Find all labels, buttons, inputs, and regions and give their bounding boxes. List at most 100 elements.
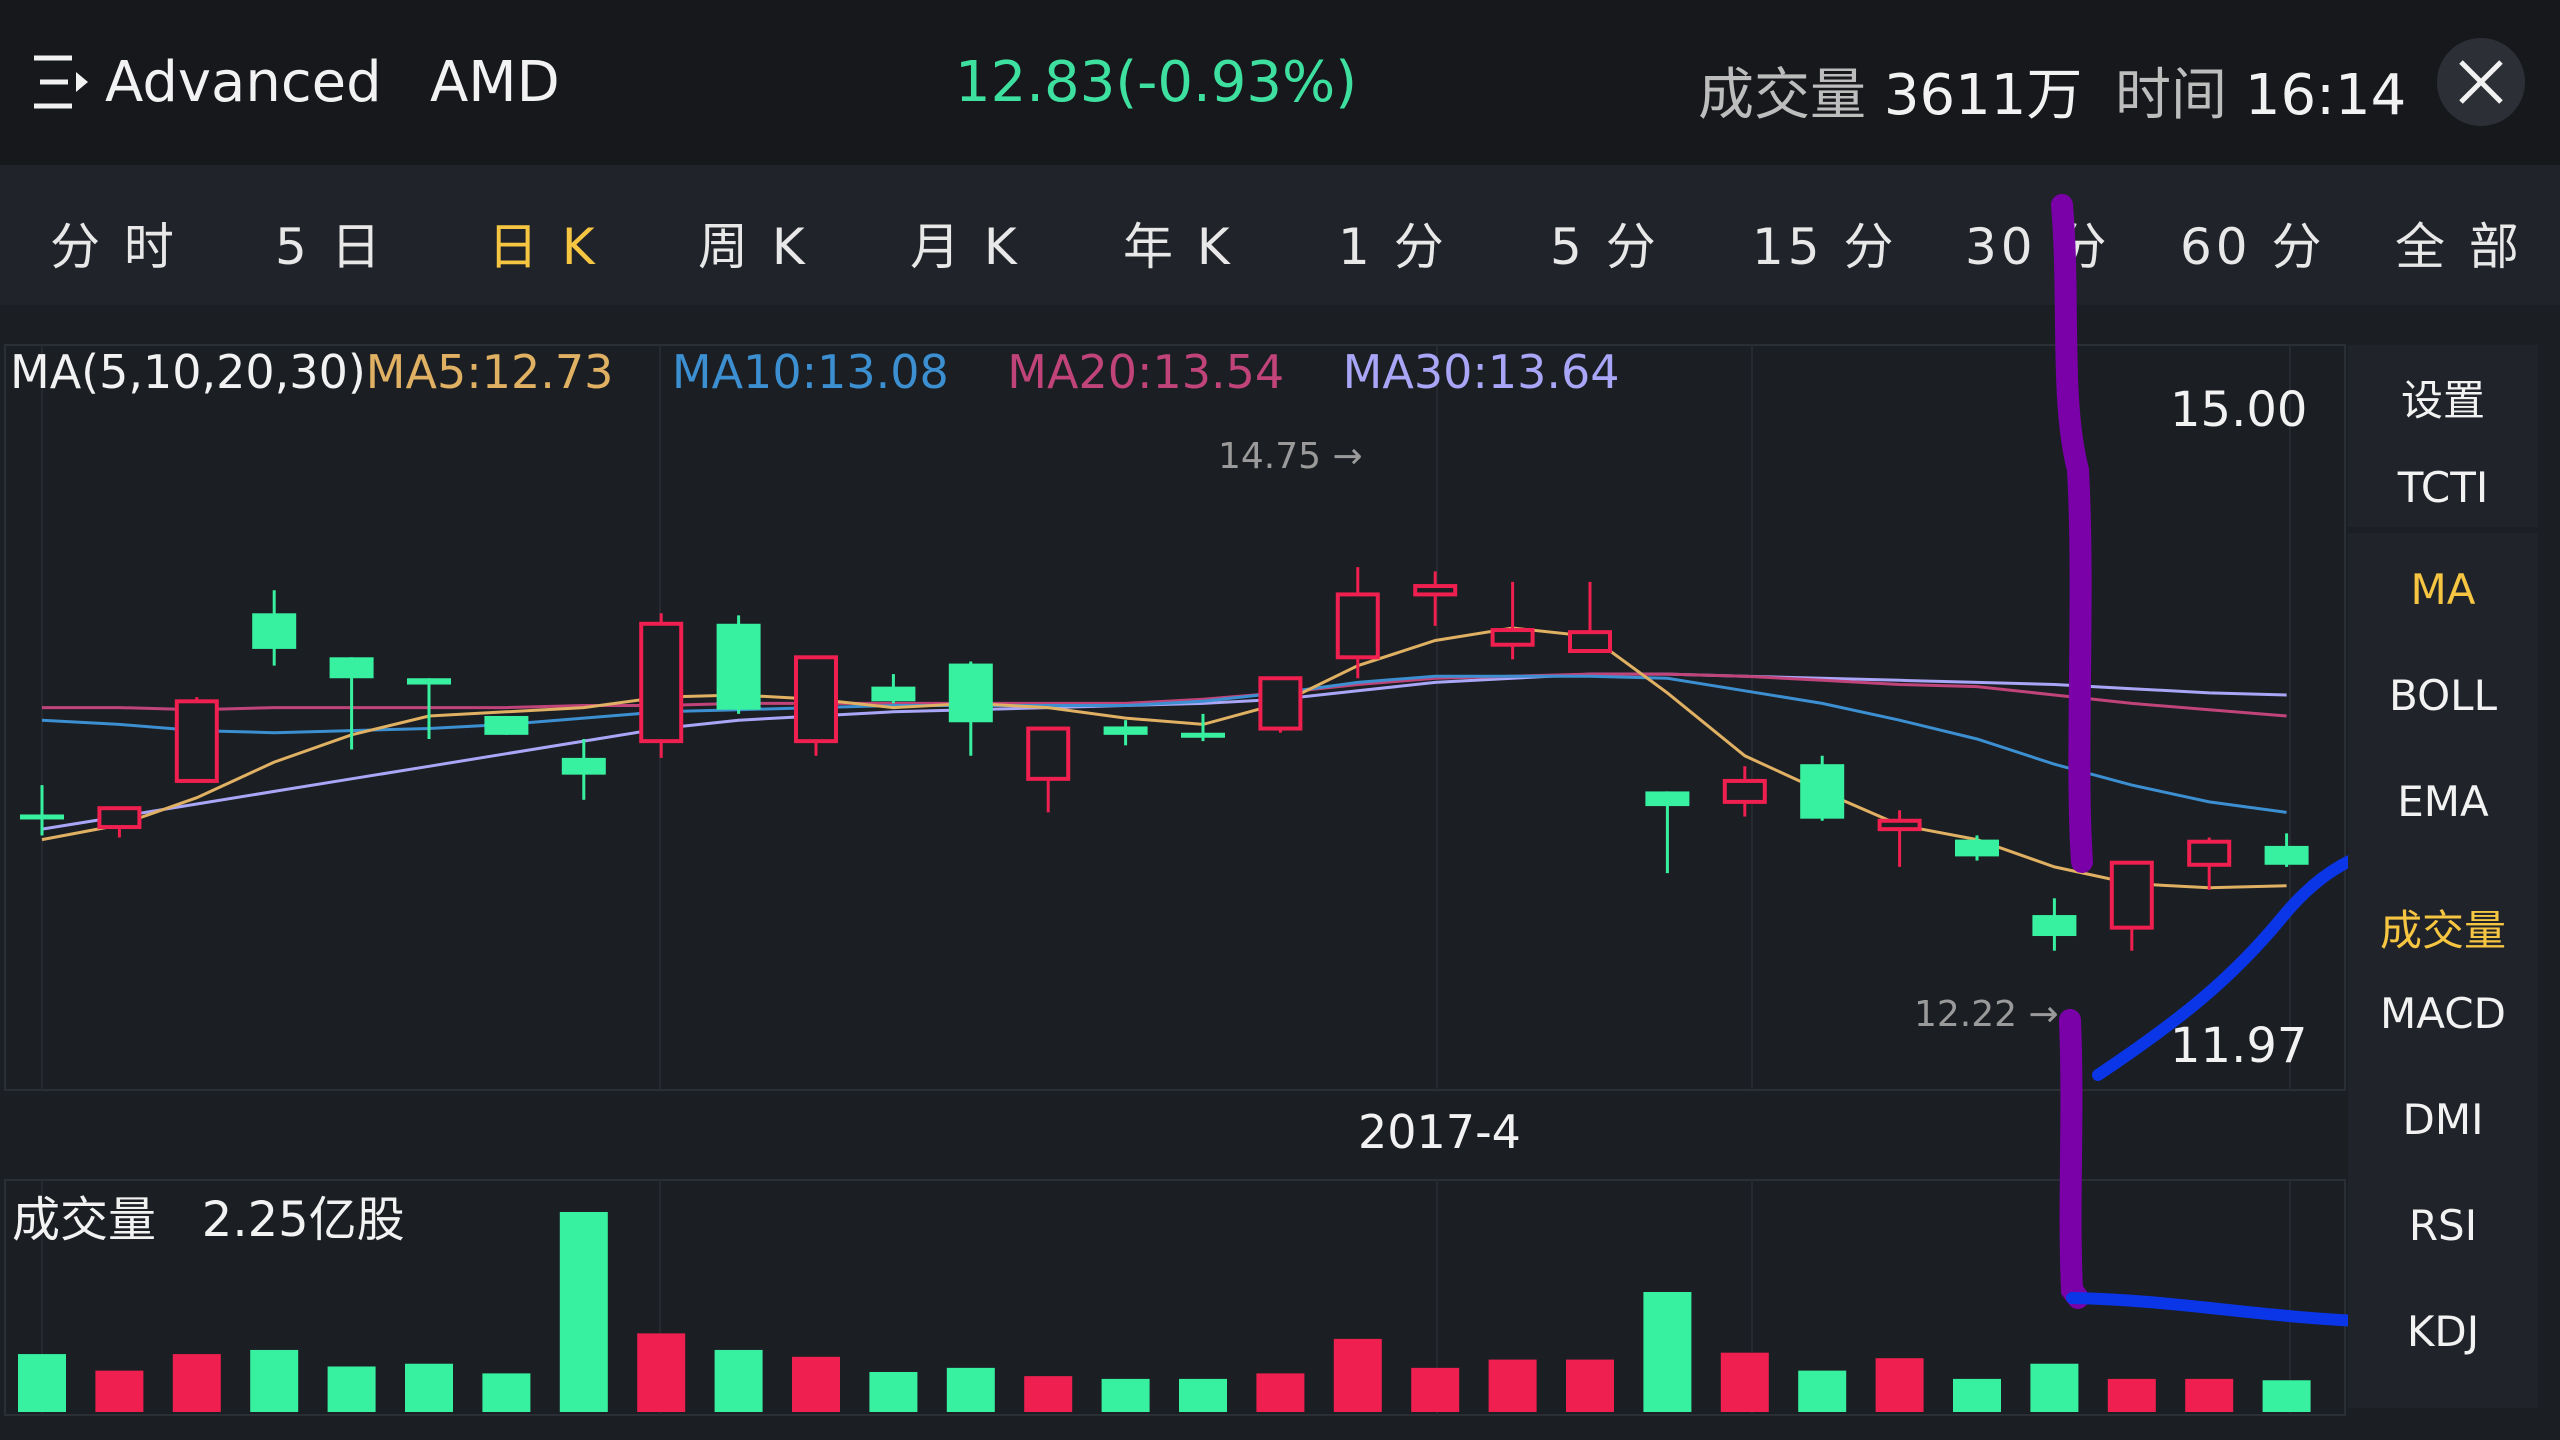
indicator-ma[interactable]: MA [2410,565,2476,614]
candle-body-up [1568,630,1612,654]
volume-bar [327,1366,376,1412]
volume-bar [250,1349,299,1412]
ma30-value: MA30:13.64 [1342,345,1620,399]
candle-body-down [561,757,606,775]
ma5-value: MA5:12.73 [365,345,614,399]
tab-fenshi[interactable]: 分 时 [50,218,178,276]
candle-body-up [1877,818,1922,832]
candle-body-up [639,621,684,744]
tab-monthly-k[interactable]: 月 K [910,218,1021,276]
volume-bar [559,1212,608,1412]
price-panel-frame [4,344,2346,1091]
candle-body-up [794,655,838,744]
volume-panel-label: 成交量 2.25亿股 [12,1180,405,1250]
tab-5min[interactable]: 5 分 [1550,218,1660,276]
volume-bar [714,1349,763,1412]
volume-bar [637,1333,686,1412]
volume-bar [946,1367,995,1412]
volume-bar [1333,1338,1382,1412]
ma20-line [42,672,2287,718]
candle-body-up [2109,860,2154,930]
candle-body-up [1258,676,1303,731]
min-price-marker: 12.22 → [1914,994,2059,1035]
tab-60min[interactable]: 60 分 [2180,218,2326,276]
candle-body-down [948,663,993,723]
indicator-rsi[interactable]: RSI [2408,1201,2478,1250]
volume-readout-value: 3611万 [1883,63,2083,128]
candle-body-down [871,686,916,702]
tab-1min[interactable]: 1 分 [1338,218,1448,276]
volume-bar [2185,1378,2234,1412]
volume-bar [792,1356,840,1412]
volume-bar [1566,1359,1614,1412]
tab-all[interactable]: 全 部 [2395,218,2523,276]
volume-bar [869,1372,918,1412]
candle-body-up [1026,726,1071,781]
ma20-value: MA20:13.54 [1007,345,1285,399]
tab-daily-k[interactable]: 日 K [488,218,599,276]
tab-yearly-k[interactable]: 年 K [1123,218,1234,276]
candle-body-down [1645,791,1690,807]
tab-weekly-k[interactable]: 周 K [698,218,809,276]
volume-bar [172,1354,221,1412]
volume-bar [1101,1378,1150,1412]
time-readout-label: 时间 [2115,63,2227,128]
candle-body-down [2264,845,2309,865]
price-axis-high: 15.00 [2170,382,2308,438]
indicator-volume[interactable]: 成交量 [2379,906,2506,955]
candle-body-up [1722,778,1767,804]
indicator-ema[interactable]: EMA [2397,777,2489,826]
volume-bar [95,1370,144,1412]
sidebar-bottom-box [2348,533,2538,1408]
candle-body-up [2187,839,2232,867]
volume-bar [1643,1292,1692,1412]
tab-15min[interactable]: 15 分 [1752,218,1898,276]
volume-bar [18,1354,66,1412]
volume-bar [1411,1367,1460,1412]
ma-legend: MA(5,10,20,30)MA5:12.73 MA10:13.08 MA20:… [10,345,1620,399]
max-price-marker: 14.75 → [1218,436,1363,477]
candle-body-down [1181,732,1225,738]
candle-body-down [1103,726,1148,735]
time-readout-value: 16:14 [2244,63,2407,128]
annotation-purple-stroke [2051,194,2093,873]
candle-body-up [97,806,142,830]
volume-bar [2107,1378,2156,1412]
candle-body-up [1413,584,1458,597]
tcti-button[interactable]: TCTI [2397,463,2489,512]
indicator-dmi[interactable]: DMI [2402,1095,2484,1144]
settings-button[interactable]: 设置 [2400,376,2485,425]
indicator-boll[interactable]: BOLL [2389,671,2497,720]
candle-body-down [1955,839,1999,857]
indicator-kdj[interactable]: KDJ [2406,1307,2480,1356]
close-button[interactable] [2437,38,2525,126]
top-bar: Advanced AMD 12.83(-0.93%) 成交量 3611万 时间 … [0,0,2560,165]
ma5-line [41,626,2287,890]
menu-icon[interactable] [32,52,88,112]
ma30-line [41,672,2287,831]
volume-bar [482,1373,531,1412]
volume-bar [1720,1352,1769,1412]
candle-body-up [1335,592,1380,660]
volume-bar [2030,1363,2079,1412]
volume-bar [1024,1376,1073,1412]
tab-30min[interactable]: 30 分 [1965,218,2111,276]
ma-legend-prefix: MA(5,10,20,30) [10,345,366,399]
date-axis-label: 2017-4 [1358,1105,1521,1159]
price-change: 12.83(-0.93%) [955,50,1358,115]
indicator-sidebar: 设置 TCTI MA BOLL EMA 成交量 MACD DMI RSI KDJ [2348,345,2538,1415]
candle-body-down [252,613,297,649]
volume-bar [405,1363,453,1412]
candle-body-up [174,699,219,783]
app-title: Advanced [105,50,382,115]
volume-panel-title: 成交量 [12,1192,157,1248]
volume-bar [1953,1378,2001,1412]
sidebar-top-box [2348,345,2538,527]
indicator-macd[interactable]: MACD [2380,989,2506,1038]
period-tabs: 分 时 5 日 日 K 周 K 月 K 年 K 1 分 5 分 15 分 30 … [0,165,2560,305]
ma10-value: MA10:13.08 [671,345,949,399]
candle-body-down [329,657,374,679]
tab-5day[interactable]: 5 日 [275,218,385,276]
volume-panel-value: 2.25亿股 [201,1192,405,1248]
